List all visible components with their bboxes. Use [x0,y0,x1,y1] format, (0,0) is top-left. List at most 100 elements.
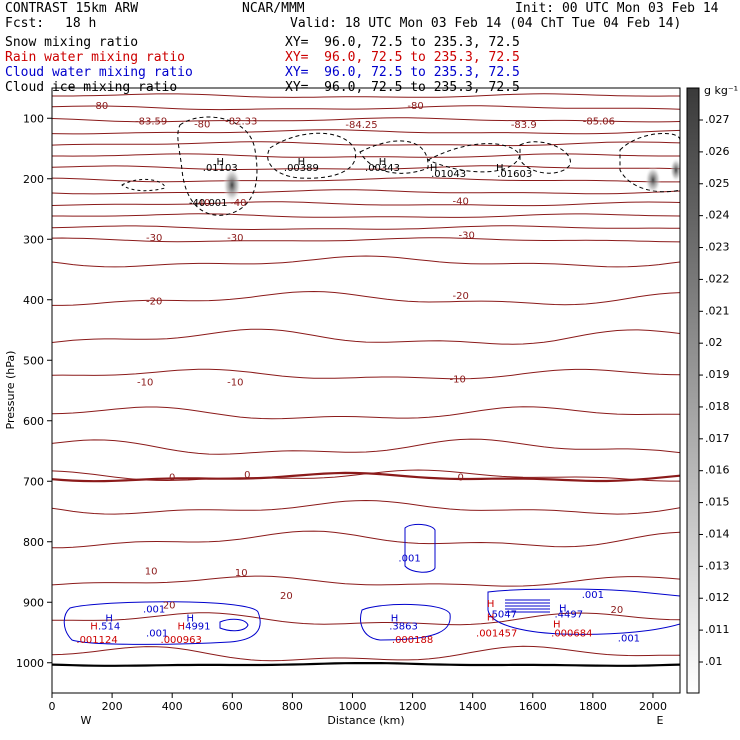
colorbar-tick-label: .013 [705,559,730,572]
x-tick-label: 800 [282,700,303,713]
y-axis-label: Pressure (hPa) [4,351,17,430]
temperature-contour-label: -30 [146,233,162,244]
snow-contour [619,132,680,193]
temperature-contour-label: 0 [457,473,463,484]
field-rain-xy: XY= 96.0, 72.5 to 235.3, 72.5 [285,50,520,65]
field-cloudwater-name: Cloud water mixing ratio [5,65,193,80]
x-tick-label: 1800 [579,700,607,713]
colorbar-tick-label: .02 [705,336,723,349]
colorbar-tick-label: .018 [705,400,730,413]
colorbar-tick-label: .012 [705,591,730,604]
cloud-water-label: .001 [143,605,165,616]
cloud-water-label: H [559,603,567,614]
snow-contour [121,178,166,192]
temperature-contour-label: 20 [611,605,624,616]
forecast-label: Fcst: [5,16,45,31]
snow-label: H [496,163,504,174]
rain-label: H [487,599,495,610]
valid-time: Valid: 18 UTC Mon 03 Feb 14 (04 ChT Tue … [290,16,682,31]
colorbar-tick-label: .025 [705,177,730,190]
field-rain-name: Rain water mixing ratio [5,50,186,65]
snow-shading [645,166,661,194]
cloud-water-contour [487,588,680,635]
field-snow-name: Snow mixing ratio [5,35,139,50]
rain-label: .000963 [161,635,202,646]
cloud-water-label: .001 [618,634,640,645]
temperature-contour [52,530,680,549]
field-snow-xy: XY= 96.0, 72.5 to 235.3, 72.5 [285,35,520,50]
temperature-contour [52,93,680,98]
colorbar-tick-label: .019 [705,368,730,381]
temperature-contour-label: 20 [280,591,293,602]
colorbar-tick-label: .01 [705,655,723,668]
colorbar [686,87,700,694]
snow-contour [267,132,357,179]
temperature-contour [52,645,680,662]
y-tick-label: 600 [23,415,44,428]
temperature-contour-label: 10 [145,566,158,577]
x-tick-label: 1400 [459,700,487,713]
temperature-contour [52,328,680,345]
temperature-contour [52,141,680,147]
rain-label: .000684 [551,629,592,640]
x-tick-label: 1000 [338,700,366,713]
temperature-contour [52,117,680,123]
snow-label: .00389 [284,163,319,174]
init-time: Init: 00 UTC Mon 03 Feb 14 [515,1,719,16]
cloud-water-label: .3863 [389,621,418,632]
x-tick-label: 1200 [399,700,427,713]
temperature-contour [52,406,680,420]
rain-label: .001457 [476,629,517,640]
cloud-water-label: .5047 [488,609,517,620]
temperature-contour-label: -84.25 [345,120,377,131]
east-label: E [657,714,664,727]
field-cloudwater-xy: XY= 96.0, 72.5 to 235.3, 72.5 [285,65,520,80]
cloud-water-contour [404,523,436,573]
x-tick-label: 1600 [519,700,547,713]
temperature-contour-label: -83.9 [511,120,537,131]
temperature-contour-label: -80 [194,119,210,130]
cloud-water-label: .514 [98,621,120,632]
temperature-contour [52,105,680,111]
colorbar-tick-label: .011 [705,623,730,636]
temperature-contour [52,153,680,158]
snow-shading [223,167,241,203]
x-tick-label: 400 [162,700,183,713]
colorbar-tick-label: .022 [705,272,730,285]
y-tick-label: 100 [23,112,44,125]
cloud-water-contour [360,603,451,641]
rain-label: .001124 [76,635,117,646]
temperature-contour-label: -20 [146,297,162,308]
snow-contour [359,140,429,174]
cloud-water-label: H [391,614,399,625]
temperature-contour-label: -30 [227,233,243,244]
temperature-contour [52,177,680,183]
forecast-value: 18 h [65,16,97,31]
temperature-contour-label: -40 [452,197,468,208]
temperature-contour-label: 20 [163,600,176,611]
snow-shading [670,158,680,182]
snow-label: .01603 [497,169,532,180]
temperature-contour-label: -83.59 [135,116,167,127]
cloud-water-label: .001 [582,590,604,601]
colorbar-tick-label: .024 [705,209,730,222]
x-tick-label: 0 [49,700,56,713]
cloud-water-label: H [186,614,194,625]
temperature-contour [52,165,680,170]
temperature-contour-label: 10 [235,568,248,579]
temperature-contour [52,368,680,380]
rain-label: .000188 [392,635,433,646]
y-tick-label: 400 [23,294,44,307]
temperature-contour [52,255,680,268]
colorbar-tick-label: .026 [705,145,730,158]
y-tick-label: 800 [23,536,44,549]
snow-contour [177,116,258,216]
temperature-contour-label: -82.33 [225,116,257,127]
temperature-contour-label: -85.06 [583,116,615,127]
temperature-contour [52,225,680,231]
colorbar-tick-label: .021 [705,304,730,317]
y-tick-label: 200 [23,173,44,186]
temperature-contour [52,201,680,207]
temperature-contour [52,612,680,626]
